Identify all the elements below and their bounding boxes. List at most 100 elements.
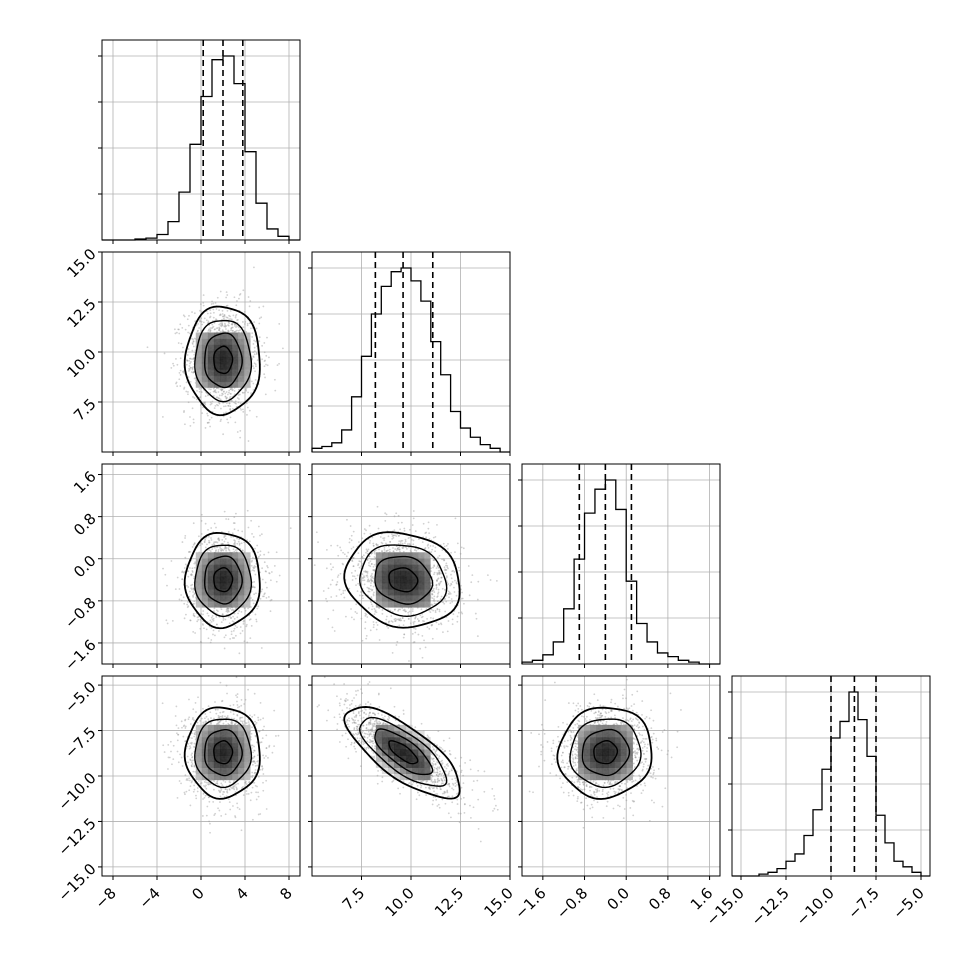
scatter-point bbox=[399, 550, 401, 553]
scatter-point bbox=[217, 391, 220, 393]
scatter-point bbox=[430, 567, 432, 570]
scatter-point bbox=[230, 399, 233, 402]
scatter-point bbox=[197, 329, 199, 332]
scatter-point bbox=[230, 388, 232, 391]
scatter-point bbox=[189, 357, 191, 360]
scatter-point bbox=[200, 612, 203, 615]
density-cell bbox=[412, 588, 419, 596]
scatter-point bbox=[222, 330, 225, 333]
scatter-point bbox=[229, 409, 232, 412]
scatter-point bbox=[242, 622, 245, 625]
scatter-point bbox=[218, 314, 221, 317]
scatter-point bbox=[197, 535, 200, 538]
scatter-point bbox=[191, 571, 194, 573]
density-cell bbox=[232, 344, 239, 352]
scatter-point bbox=[191, 755, 194, 758]
scatter-point bbox=[202, 624, 204, 626]
scatter-point bbox=[204, 539, 206, 541]
scatter-point bbox=[368, 524, 371, 527]
scatter-point bbox=[247, 391, 249, 394]
contour-line bbox=[183, 305, 261, 417]
scatter-point bbox=[366, 552, 369, 555]
scatter-point bbox=[336, 576, 339, 578]
density-cell bbox=[232, 363, 239, 370]
density-cell bbox=[201, 552, 209, 559]
scatter-point bbox=[431, 590, 434, 593]
scatter-point bbox=[229, 607, 232, 610]
scatter-point bbox=[393, 608, 396, 611]
scatter-point bbox=[370, 552, 373, 555]
scatter-point bbox=[432, 664, 434, 666]
scatter-point bbox=[463, 602, 465, 605]
scatter-point bbox=[191, 343, 194, 345]
scatter-point bbox=[222, 317, 225, 320]
scatter-point bbox=[178, 588, 181, 590]
scatter-point bbox=[383, 549, 386, 551]
scatter-point bbox=[245, 389, 247, 392]
scatter-point bbox=[192, 371, 195, 374]
scatter-point bbox=[251, 586, 254, 589]
scatter-point bbox=[171, 620, 174, 622]
density-cell bbox=[195, 356, 203, 364]
scatter-point bbox=[231, 400, 234, 403]
density-cell bbox=[226, 369, 233, 376]
scatter-point bbox=[191, 407, 194, 410]
scatter-point bbox=[187, 605, 190, 608]
scatter-point bbox=[193, 615, 196, 618]
scatter-point bbox=[269, 579, 272, 582]
scatter-point bbox=[234, 512, 237, 515]
density-cell bbox=[244, 375, 251, 382]
scatter-point bbox=[404, 542, 406, 545]
scatter-point bbox=[350, 608, 352, 610]
scatter-point bbox=[408, 546, 410, 549]
scatter-point bbox=[370, 596, 373, 598]
scatter-point bbox=[452, 569, 454, 572]
density-cell bbox=[195, 381, 203, 388]
scatter-point bbox=[236, 431, 239, 433]
scatter-point bbox=[198, 388, 201, 390]
density-cell bbox=[418, 588, 425, 596]
scatter-point bbox=[235, 402, 237, 405]
scatter-point bbox=[373, 591, 375, 594]
density-cell bbox=[387, 576, 395, 584]
panel-frame bbox=[101, 251, 301, 453]
scatter-point bbox=[449, 602, 452, 605]
scatter-point bbox=[254, 340, 257, 343]
scatter-point bbox=[416, 618, 419, 620]
scatter-point bbox=[265, 570, 267, 573]
scatter-point bbox=[229, 392, 232, 395]
scatter-point bbox=[183, 617, 186, 620]
density-cell bbox=[418, 576, 425, 584]
scatter-point bbox=[219, 290, 222, 293]
scatter-point bbox=[436, 572, 439, 574]
scatter-point bbox=[331, 579, 334, 582]
scatter-point bbox=[372, 581, 375, 584]
scatter-point bbox=[229, 408, 232, 410]
scatter-point bbox=[408, 543, 411, 545]
scatter-point bbox=[208, 541, 211, 544]
scatter-point bbox=[187, 575, 190, 578]
scatter-point bbox=[411, 608, 414, 610]
scatter-point bbox=[255, 741, 258, 744]
scatter-point bbox=[345, 555, 348, 558]
scatter-point bbox=[223, 314, 226, 316]
scatter-point bbox=[224, 330, 227, 333]
scatter-point bbox=[437, 582, 440, 585]
scatter-point bbox=[384, 512, 387, 515]
scatter-point bbox=[245, 623, 248, 626]
scatter-point bbox=[438, 623, 440, 626]
scatter-point bbox=[210, 527, 213, 529]
scatter-point bbox=[215, 609, 218, 612]
scatter-point bbox=[457, 566, 460, 569]
scatter-point bbox=[224, 545, 227, 548]
scatter-point bbox=[253, 353, 256, 356]
scatter-point bbox=[215, 546, 218, 549]
scatter-point bbox=[439, 569, 441, 572]
scatter-point bbox=[375, 628, 378, 631]
density-cell bbox=[394, 576, 401, 584]
scatter-point bbox=[180, 594, 183, 596]
scatter-point bbox=[332, 609, 335, 612]
scatter-point bbox=[230, 323, 233, 326]
scatter-point bbox=[474, 612, 477, 615]
scatter-point bbox=[234, 791, 237, 793]
